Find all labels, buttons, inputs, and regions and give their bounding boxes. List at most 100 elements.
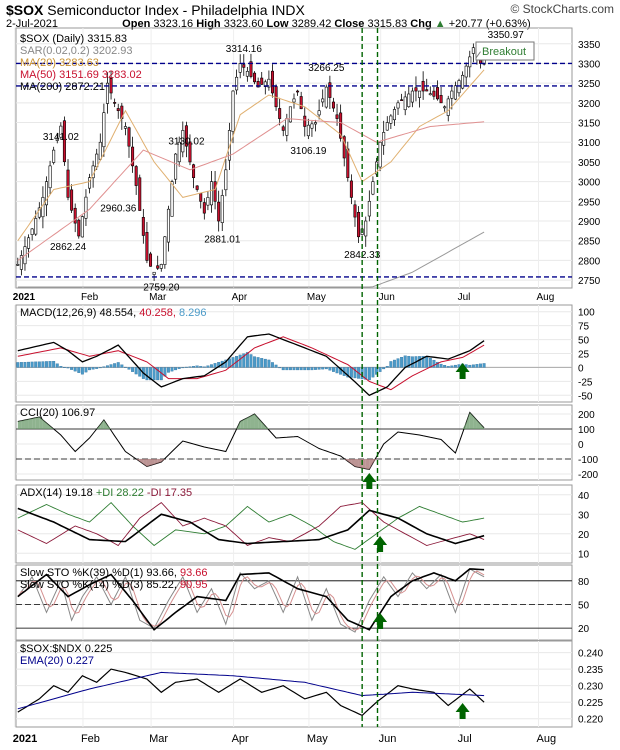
candle-body (310, 123, 314, 129)
macd-histogram-bar (113, 363, 117, 368)
candle-body (389, 115, 393, 124)
legend-entry: Slow STO %K(14) %D(3) 85.22, (20, 579, 180, 591)
stochastic-legend-2: Slow STO %K(14) %D(3) 85.22, 90.95 (20, 579, 208, 591)
breakout-callout-pointer (475, 51, 481, 59)
price-annotation: 3266.25 (308, 63, 345, 74)
cci-overbought-fill (247, 415, 251, 429)
macd-histogram-bar (306, 367, 310, 371)
candle-body (16, 264, 20, 266)
y-tick-label: 10 (578, 549, 590, 560)
candle-body (84, 196, 88, 219)
macd-histogram-bar (450, 365, 454, 368)
y-tick-label: 0.220 (578, 715, 603, 726)
macd-histogram-bar (410, 356, 414, 368)
candle-body (235, 76, 239, 91)
candle-body (421, 80, 425, 92)
legend-entry: CCI(20) 106.97 (20, 407, 95, 419)
index-name: Semiconductor Index - Philadelphia (47, 2, 268, 18)
legend-entry: $SOX (Daily) 3315.83 (20, 33, 127, 45)
price-annotation: 3106.19 (290, 146, 327, 157)
price-annotation: 3350.97 (488, 30, 525, 41)
candle-body (392, 109, 396, 121)
macd-histogram-bar (210, 364, 213, 368)
candle-body (425, 89, 429, 92)
cci-overbought-fill (50, 426, 54, 429)
candle-body (41, 197, 45, 218)
chg-label: Chg (410, 18, 432, 30)
cci-overbought-fill (28, 418, 33, 429)
candle-body (364, 220, 368, 237)
ratio-legend-1: $SOX:$NDX 0.225 (20, 643, 112, 655)
macd-histogram-bar (55, 363, 59, 368)
macd-histogram-bar (443, 365, 447, 368)
candle-body (414, 87, 418, 92)
cci-overbought-fill (21, 420, 25, 429)
y-tick-label: 0.225 (578, 698, 603, 709)
symbol: $SOX (6, 2, 44, 18)
plus-di-line (17, 501, 485, 550)
y-tick-label: 50 (578, 600, 590, 611)
panel-4-frame (15, 564, 573, 641)
macd-histogram-bar (131, 367, 135, 372)
price-annotation: 3130.02 (168, 136, 205, 147)
macd-buy-arrow-icon (455, 363, 470, 379)
candle-body (127, 127, 131, 147)
exchange: INDX (271, 2, 305, 18)
macd-histogram-bar (314, 367, 317, 370)
x-tick-label: Mar (149, 292, 167, 303)
candle-body (428, 93, 432, 96)
candle-body (410, 90, 414, 103)
macd-histogram-bar (91, 367, 95, 370)
candle-body (464, 65, 468, 78)
y-tick-label: 30 (578, 510, 590, 521)
macd-histogram-bar (106, 365, 109, 368)
candle-body (206, 197, 210, 206)
ma50-line (17, 118, 485, 261)
date: 2-Jul-2021 (6, 18, 58, 30)
price-annotation: 2881.01 (204, 235, 241, 246)
stochastic-buy-arrow-icon (373, 613, 388, 629)
macd-histogram-bar (170, 367, 174, 372)
macd-histogram-bar (378, 367, 382, 372)
cci-oversold-fill (161, 459, 165, 462)
cci-overbought-fill (17, 420, 22, 429)
close-label: Close (334, 18, 365, 30)
price-legend-3: MA(20) 3283.63 (20, 57, 99, 69)
macd-line (17, 333, 485, 397)
macd-histogram-bar (418, 356, 421, 368)
breakout-callout-text: Breakout (482, 46, 526, 58)
candle-body (281, 126, 285, 131)
ratio-line (17, 668, 485, 717)
candle-body (77, 219, 81, 237)
macd-histogram-bar (184, 366, 188, 368)
legend-entry: MA(200) 2872.21 (20, 81, 105, 93)
cci-overbought-fill (240, 419, 244, 429)
cci-overbought-fill (96, 424, 101, 429)
macd-histogram-bar (217, 362, 221, 368)
candle-body (270, 70, 274, 94)
panel-3-frame (15, 484, 573, 564)
macd-histogram-bar (296, 367, 300, 371)
candle-body (149, 253, 153, 267)
macd-histogram-bar (288, 367, 292, 371)
candle-body (317, 110, 321, 116)
cci-overbought-fill (462, 422, 467, 429)
macd-histogram-bar (80, 367, 84, 375)
candle-body (220, 195, 224, 223)
candle-body (231, 90, 235, 132)
y-tick-label: 2950 (578, 197, 601, 208)
ma200-line (17, 231, 485, 288)
legend-entry: ADX(14) 19.18 (20, 487, 96, 499)
candle-body (177, 141, 181, 163)
open-value: 3323.16 (153, 18, 194, 30)
high-value: 3323.60 (223, 18, 264, 30)
y-tick-label: 0 (578, 363, 584, 374)
cci-overbought-fill (473, 416, 477, 429)
legend-entry: 93.66 (180, 567, 208, 579)
cci-overbought-fill (236, 421, 241, 429)
legend-entry: 90.95 (180, 579, 208, 591)
macd-histogram-bar (371, 367, 375, 378)
candle-body (70, 189, 74, 211)
y-tick-label: 0.240 (578, 649, 603, 660)
